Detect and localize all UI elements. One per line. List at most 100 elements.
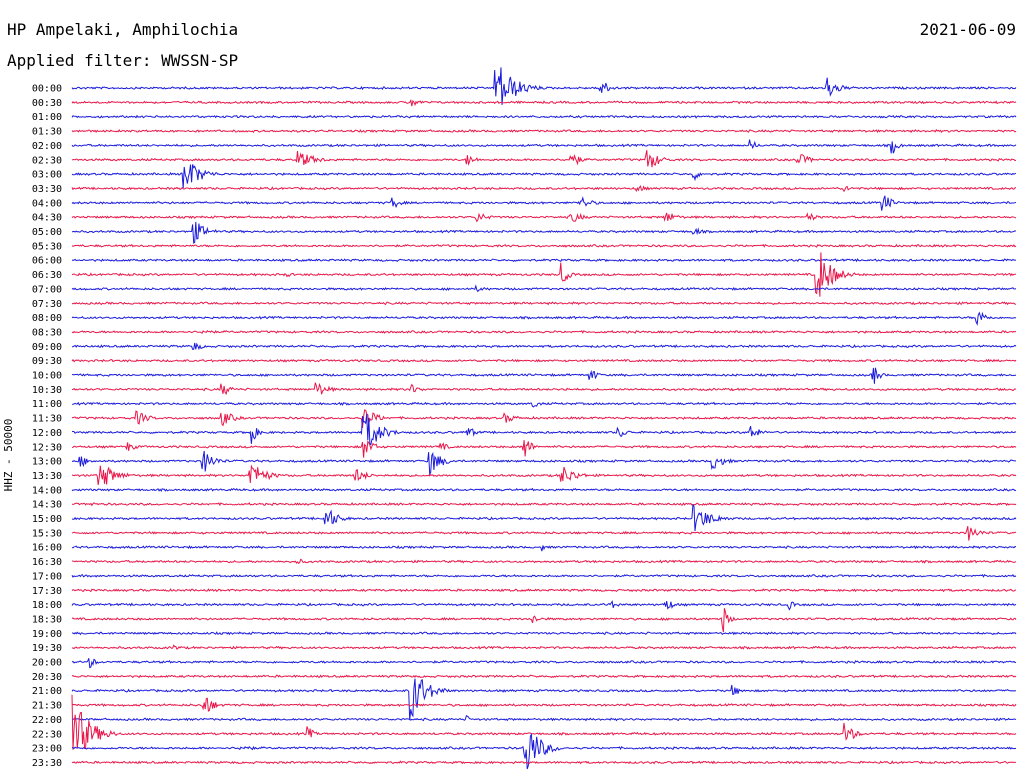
seismic-trace-line [71,558,1017,564]
seismic-trace-line [71,674,1017,679]
time-tick-label: 16:00 [32,543,62,554]
time-tick-label: 06:30 [32,270,62,281]
seismic-trace-line [71,221,1017,244]
time-tick-label: 13:00 [32,457,62,468]
seismic-trace-line [71,252,1016,297]
seismic-trace-line [71,504,1017,531]
seismic-trace-line [71,129,1017,134]
seismic-trace-line [71,311,1017,326]
time-tick-label: 18:00 [32,600,62,611]
time-tick-label: 12:00 [32,428,62,439]
seismic-trace-line [71,760,1017,765]
seismic-trace-line [71,545,1017,552]
time-tick-label: 19:00 [32,629,62,640]
seismic-trace-line [71,525,1017,541]
time-tick-label: 04:00 [32,198,62,209]
time-tick-label: 08:00 [32,313,62,324]
seismic-trace-line [71,382,1017,396]
seismic-trace-line [71,414,1017,446]
time-tick-label: 10:30 [32,385,62,396]
time-tick-label: 03:30 [32,184,62,195]
seismic-trace-line [71,631,1017,636]
seismic-trace-line [71,678,1017,721]
time-tick-label: 21:30 [32,701,62,712]
time-tick-label: 12:30 [32,442,62,453]
time-tick-label: 09:30 [32,356,62,367]
time-tick-label: 02:30 [32,155,62,166]
time-tick-label: 22:30 [32,729,62,740]
seismic-trace-line [71,450,1017,476]
seismic-trace-line [71,185,1016,193]
seismic-trace-line [71,195,1017,211]
seismic-trace-line [71,358,1017,363]
seismic-trace-line [71,164,1017,189]
time-tick-label: 19:30 [32,643,62,654]
seismic-trace-line [71,697,1017,712]
time-tick-label: 16:30 [32,557,62,568]
time-tick-label: 23:30 [32,758,62,769]
time-tick-label: 18:30 [32,614,62,625]
time-tick-label: 01:30 [32,127,62,138]
seismic-trace-line [71,600,1017,611]
seismic-trace-line [71,409,1017,429]
seismic-trace-line [71,401,1017,408]
seismic-trace-line [71,733,1016,770]
applied-filter: Applied filter: WWSSN-SP [7,51,239,70]
seismic-trace-line [71,212,1017,223]
seismic-trace-line [71,114,1017,119]
time-tick-label: 17:00 [32,571,62,582]
time-tick-label: 15:30 [32,528,62,539]
seismic-trace-line [71,329,1017,334]
time-tick-label: 11:00 [32,399,62,410]
time-tick-label: 14:00 [32,485,62,496]
time-tick-label: 15:00 [32,514,62,525]
time-tick-label: 05:00 [32,227,62,238]
seismic-trace-line [71,608,1017,633]
time-tick-label: 21:00 [32,686,62,697]
time-tick-label: 07:30 [32,299,62,310]
seismic-trace-line [71,714,1017,722]
seismic-trace-line [71,99,1017,107]
time-tick-label: 10:00 [32,371,62,382]
seismic-trace-line [71,284,1017,293]
seismic-trace-line [71,573,1017,578]
time-tick-label: 23:00 [32,744,62,755]
time-tick-label: 14:30 [32,500,62,511]
time-tick-label: 22:00 [32,715,62,726]
time-tick-label: 02:00 [32,141,62,152]
seismic-trace-line [71,139,1017,154]
seismic-trace-line [71,440,1017,458]
time-tick-label: 00:30 [32,98,62,109]
seismic-trace-line [71,644,1017,650]
time-tick-label: 01:00 [32,112,62,123]
seismic-trace-line [71,67,1017,105]
seismic-trace-line [71,243,1017,248]
seismic-trace-line [71,150,1017,168]
time-tick-label: 06:00 [32,256,62,267]
seismic-trace-line [71,367,1016,384]
time-tick-label: 08:30 [32,327,62,338]
time-tick-label: 20:00 [32,658,62,669]
seismic-trace-line [71,658,1017,669]
seismic-trace-line [71,588,1016,593]
seismic-trace-line [71,487,1017,493]
time-tick-label: 07:00 [32,284,62,295]
seismic-trace-line [71,694,1017,750]
seismic-trace-line [71,464,1017,485]
seismic-trace-line [72,342,1017,351]
time-tick-label: 09:00 [32,342,62,353]
seismic-trace-line [71,301,1017,306]
time-tick-label: 04:30 [32,213,62,224]
station-name: HP Ampelaki, Amphilochia [7,20,239,39]
time-tick-label: 03:00 [32,170,62,181]
time-tick-label: 17:30 [32,586,62,597]
time-tick-label: 20:30 [32,672,62,683]
record-date: 2021-06-09 [919,20,1016,39]
seismic-trace-line [71,502,1017,507]
time-tick-label: 11:30 [32,414,62,425]
time-tick-label: 00:00 [32,84,62,95]
time-tick-label: 13:30 [32,471,62,482]
seismic-trace-line [71,258,1017,263]
time-tick-label: 05:30 [32,241,62,252]
